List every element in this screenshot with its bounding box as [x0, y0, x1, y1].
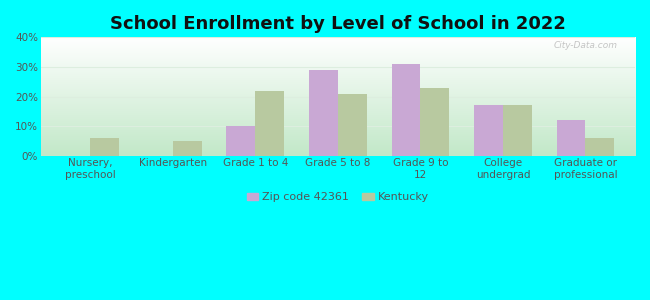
- Bar: [90, 138, 119, 156]
- Bar: [255, 91, 284, 156]
- Text: City-Data.com: City-Data.com: [553, 41, 617, 50]
- Bar: [226, 126, 255, 156]
- Bar: [309, 70, 338, 156]
- Bar: [421, 88, 449, 156]
- Bar: [338, 94, 367, 156]
- Bar: [556, 120, 586, 156]
- Bar: [503, 105, 532, 156]
- Bar: [391, 64, 421, 156]
- Legend: Zip code 42361, Kentucky: Zip code 42361, Kentucky: [242, 188, 434, 207]
- Bar: [474, 105, 503, 156]
- Title: School Enrollment by Level of School in 2022: School Enrollment by Level of School in …: [110, 15, 566, 33]
- Bar: [586, 138, 614, 156]
- Bar: [173, 141, 202, 156]
